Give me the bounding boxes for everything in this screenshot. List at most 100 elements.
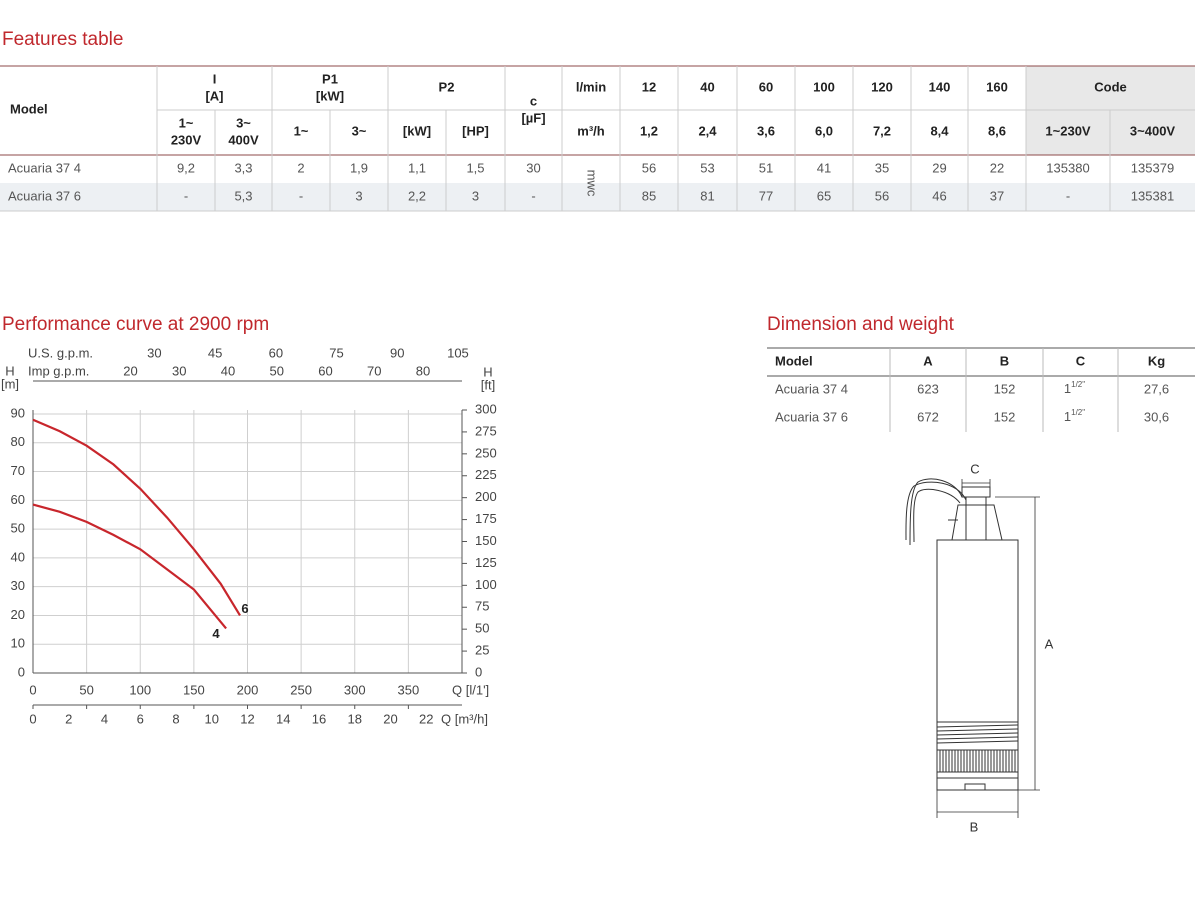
- column-header: Code: [1094, 79, 1127, 94]
- y-tick-label: 0: [18, 664, 25, 679]
- top-tick-label: 105: [447, 345, 469, 360]
- column-subheader: 3~400V: [1130, 123, 1176, 138]
- cell: 672: [917, 409, 939, 424]
- column-subheader: 1,2: [640, 123, 658, 138]
- cell: 29: [932, 160, 946, 175]
- neck: [965, 496, 987, 506]
- y-tick-label: 30: [11, 578, 25, 593]
- row-model: Acuaria 37 4: [8, 160, 81, 175]
- x2-tick-label: 2: [65, 711, 72, 726]
- column-subheader: 1~: [294, 123, 309, 138]
- grill: [939, 750, 1016, 772]
- top-tick-label: 90: [390, 345, 404, 360]
- outlet: [961, 486, 991, 498]
- x2-tick-label: 20: [383, 711, 397, 726]
- unit-label: mwc: [585, 170, 600, 197]
- top-axis-label: U.S. g.p.m.: [28, 345, 93, 360]
- y2-tick-label: 275: [475, 423, 497, 438]
- cell: 1,9: [350, 160, 368, 175]
- cell: 35: [875, 160, 889, 175]
- cable: [905, 481, 967, 541]
- cell: 3,3: [234, 160, 252, 175]
- cell: 135381: [1131, 188, 1174, 203]
- x-tick-label: 250: [290, 682, 312, 697]
- top-tick-label: 60: [269, 345, 283, 360]
- chart-title: Performance curve at 2900 rpm: [2, 314, 269, 335]
- top-tick-label: 70: [367, 363, 381, 378]
- section-title: Features table: [2, 29, 123, 50]
- column-header: Model: [10, 101, 48, 116]
- curve: [32, 418, 241, 616]
- column-subheader: 230V: [171, 132, 202, 147]
- x2-tick-label: 0: [29, 711, 36, 726]
- x2-tick-label: 10: [205, 711, 219, 726]
- top-axis-label: Imp g.p.m.: [28, 363, 89, 378]
- cell: 56: [875, 188, 889, 203]
- x-axis-label: Q [l/1']: [452, 682, 489, 697]
- y-tick-label: 70: [11, 463, 25, 478]
- base: [937, 777, 1018, 790]
- cell: 2,2: [408, 188, 426, 203]
- x2-axis-label: Q [m³/h]: [441, 711, 488, 726]
- top-tick-label: 50: [270, 363, 284, 378]
- cell: 30: [526, 160, 540, 175]
- y2-tick-label: 100: [475, 577, 497, 592]
- column-subheader: 6,0: [815, 123, 833, 138]
- dimension-a: [995, 496, 1040, 791]
- column-subheader: 8,4: [930, 123, 949, 138]
- dimension-label: A: [1045, 636, 1054, 651]
- y2-tick-label: 125: [475, 555, 497, 570]
- cell: 51: [759, 160, 773, 175]
- dimension-c: [961, 479, 991, 487]
- y2-tick-label: 25: [475, 643, 489, 658]
- cell: 81: [700, 188, 714, 203]
- column-header: 60: [759, 79, 773, 94]
- dimension-label: B: [970, 819, 979, 834]
- cell: 135380: [1046, 160, 1089, 175]
- x2-tick-label: 12: [240, 711, 254, 726]
- column-header: P1: [322, 71, 338, 86]
- column-subheader: 3~: [352, 123, 367, 138]
- y2-tick-label: 50: [475, 621, 489, 636]
- x-tick-label: 0: [29, 682, 36, 697]
- column-header: B: [1000, 353, 1009, 368]
- curve-label: 6: [241, 601, 248, 616]
- x-tick-label: 50: [79, 682, 93, 697]
- cell: 56: [642, 160, 656, 175]
- grill-frame: [937, 749, 1018, 773]
- cell: 9,2: [177, 160, 195, 175]
- y-tick-label: 20: [11, 607, 25, 622]
- cell: -: [184, 188, 188, 203]
- x2-tick-label: 8: [172, 711, 179, 726]
- cell: 135379: [1131, 160, 1174, 175]
- row-model: Acuaria 37 6: [775, 409, 848, 424]
- cell: 152: [994, 381, 1016, 396]
- pump-drawing: [905, 478, 1040, 818]
- x2-tick-label: 14: [276, 711, 290, 726]
- x2-tick-label: 16: [312, 711, 326, 726]
- section-title: Dimension and weight: [767, 314, 955, 335]
- x-tick-label: 350: [398, 682, 420, 697]
- cell: 3: [355, 188, 362, 203]
- x-tick-label: 300: [344, 682, 366, 697]
- top-tick-label: 20: [123, 363, 137, 378]
- column-header: c: [530, 93, 537, 108]
- row-model: Acuaria 37 6: [8, 188, 81, 203]
- column-subheader: 2,4: [698, 123, 717, 138]
- cell: 11/2": [1064, 408, 1085, 424]
- column-subheader: [HP]: [462, 123, 489, 138]
- y-tick-label: 90: [11, 405, 25, 420]
- cell: 85: [642, 188, 656, 203]
- x-tick-label: 200: [237, 682, 259, 697]
- column-subheader: [kW]: [403, 123, 431, 138]
- column-header: I: [213, 71, 217, 86]
- cell: -: [531, 188, 535, 203]
- column-header: C: [1076, 353, 1086, 368]
- column-subheader: 7,2: [873, 123, 891, 138]
- column-header: [µF]: [521, 110, 545, 125]
- column-header: m³/h: [577, 123, 605, 138]
- cell: -: [299, 188, 303, 203]
- column-header: A: [923, 353, 933, 368]
